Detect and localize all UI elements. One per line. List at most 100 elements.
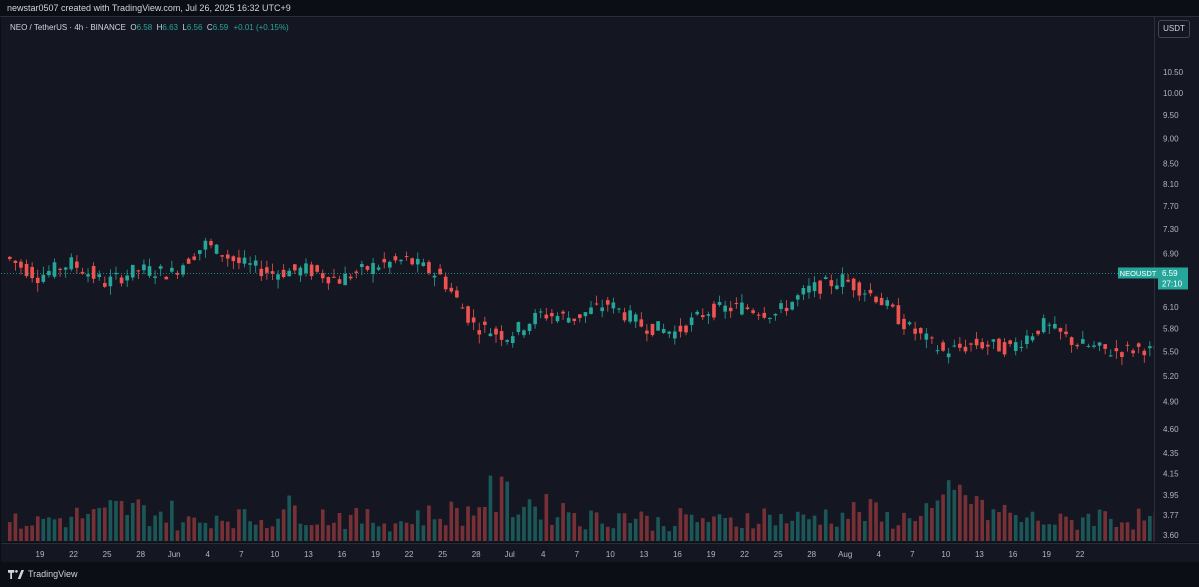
volume-bar — [75, 507, 79, 541]
time-axis[interactable] — [1, 543, 1199, 562]
volume-bar — [164, 522, 169, 541]
candle-body — [801, 287, 806, 295]
x-tick-label: 19 — [371, 550, 380, 559]
candle-body — [1041, 318, 1046, 333]
volume-bar — [907, 518, 912, 541]
x-tick-label: 7 — [575, 550, 580, 559]
candle-body — [52, 262, 57, 277]
currency-button[interactable]: USDT — [1158, 20, 1190, 38]
candle-body — [935, 350, 940, 352]
x-tick-label: 7 — [239, 550, 244, 559]
candle-body — [930, 337, 934, 339]
candle-body — [823, 277, 828, 279]
y-tick-label: 4.15 — [1163, 470, 1179, 479]
volume-bar — [287, 495, 292, 541]
volume-bar — [52, 519, 57, 541]
volume-bar — [80, 518, 85, 541]
candle-body — [1131, 350, 1135, 354]
candle-body — [298, 267, 303, 276]
candle-body — [516, 322, 521, 333]
volume-bar — [829, 523, 834, 541]
volume-bar — [1114, 527, 1119, 541]
volume-bar — [678, 508, 683, 541]
volume-bar — [292, 505, 297, 541]
chart-pane[interactable] — [1, 17, 1155, 542]
candle-body — [343, 273, 347, 286]
volume-bar — [578, 526, 582, 541]
y-tick-label: 9.50 — [1163, 111, 1179, 120]
candle-body — [410, 258, 414, 265]
candle-body — [561, 311, 565, 314]
volume-bar — [1153, 512, 1154, 541]
candle-body — [985, 344, 990, 347]
x-tick-label: 13 — [639, 550, 648, 559]
volume-bar — [1075, 529, 1080, 541]
x-tick-label: 22 — [69, 550, 78, 559]
volume-bar — [818, 524, 822, 541]
volume-bar — [181, 522, 185, 541]
candle-body — [443, 276, 448, 290]
volume-bar — [483, 506, 487, 541]
volume-bar — [1008, 512, 1012, 541]
volume-bar — [47, 517, 51, 541]
volume-bar — [516, 514, 521, 541]
volume-bar — [717, 514, 722, 541]
volume-bar — [276, 518, 280, 541]
close-value: 6.59 — [212, 23, 229, 32]
candle-body — [35, 277, 40, 284]
volume-bar — [1187, 503, 1191, 541]
volume-bar — [97, 508, 102, 541]
candle-body — [717, 302, 722, 305]
candle-body — [455, 290, 459, 298]
volume-bar — [35, 516, 40, 541]
volume-bar — [997, 512, 1001, 541]
candle-body — [807, 285, 811, 293]
volume-bar — [1142, 520, 1147, 541]
volume-bar — [388, 531, 392, 541]
candle-body — [673, 331, 677, 339]
candle-body — [902, 318, 906, 330]
candle-body — [30, 266, 34, 279]
volume-bar — [700, 518, 705, 541]
volume-bar — [1193, 513, 1197, 541]
candle-body — [309, 264, 314, 277]
volume-bar — [1013, 515, 1018, 541]
candle-body — [784, 307, 789, 312]
volume-bar — [253, 524, 258, 541]
price-tag-countdown: 27:10 — [1162, 279, 1183, 288]
volume-bar — [801, 514, 806, 541]
candle-body — [924, 333, 929, 340]
candle-body — [572, 318, 577, 321]
candle-body — [723, 305, 727, 312]
volume-bar — [466, 506, 470, 541]
candle-body — [97, 274, 102, 278]
x-tick-label: 25 — [774, 550, 783, 559]
volume-bar — [192, 517, 197, 541]
y-tick-label: 6.10 — [1163, 303, 1179, 312]
candle-body — [1120, 352, 1124, 358]
candle-body — [488, 333, 493, 337]
candle-body — [645, 330, 649, 334]
candle-body — [304, 263, 308, 274]
candle-body — [578, 314, 582, 318]
candle-body — [1053, 323, 1057, 329]
candle-body — [583, 312, 588, 317]
volume-bar — [1120, 522, 1124, 541]
candle-body — [320, 273, 325, 279]
candle-body — [555, 315, 560, 322]
candle-body — [415, 258, 420, 265]
candle-body — [315, 265, 319, 272]
volume-bar — [622, 513, 627, 541]
tradingview-brand[interactable]: TradingView — [8, 569, 78, 579]
candle-body — [505, 340, 509, 342]
volume-bar — [376, 526, 381, 541]
volume-bar — [7, 522, 12, 541]
volume-bar — [896, 525, 901, 541]
volume-bar — [24, 525, 29, 541]
candle-body — [633, 314, 638, 322]
volume-bar — [1064, 516, 1068, 541]
volume-bar — [913, 521, 917, 541]
candle-body — [818, 280, 822, 294]
symbol-title[interactable]: NEO / TetherUS · 4h · BINANCE — [10, 23, 126, 32]
